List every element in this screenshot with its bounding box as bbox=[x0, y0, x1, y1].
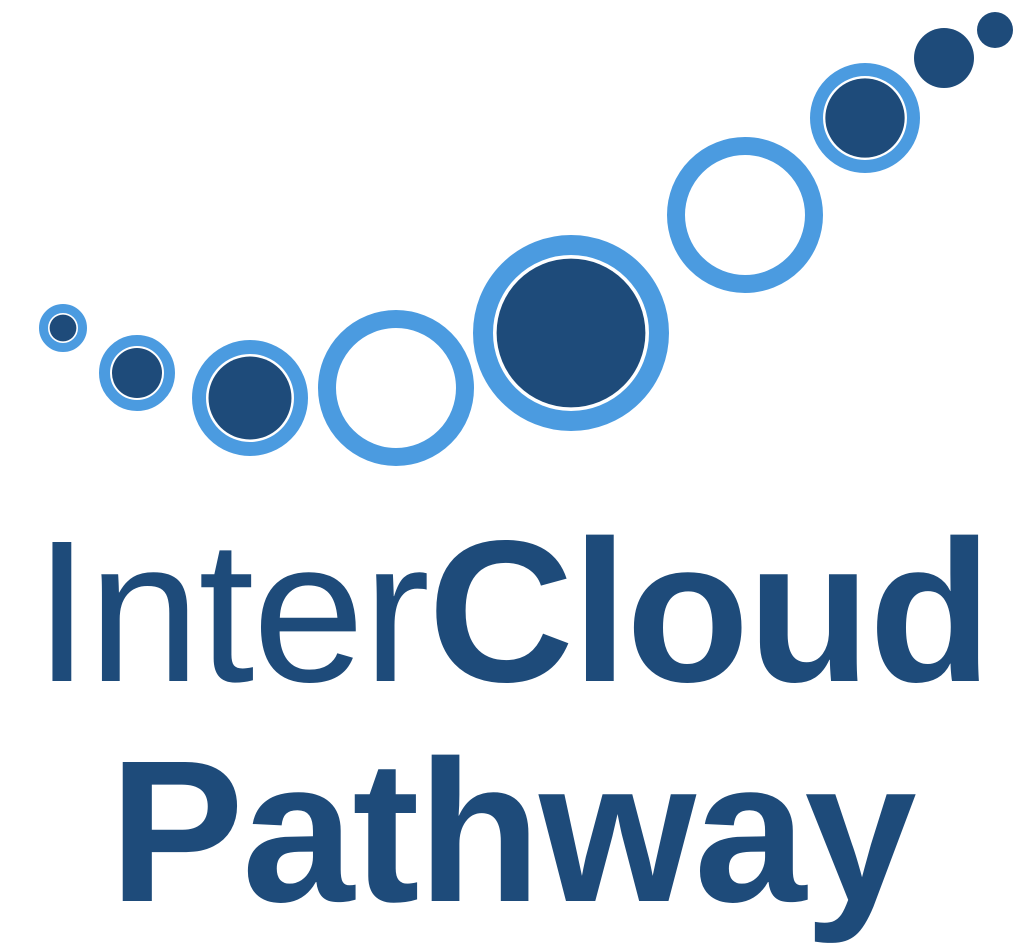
wordmark-inter: Inter bbox=[34, 498, 428, 724]
wordmark-line2: Pathway bbox=[0, 730, 1024, 932]
logo: InterCloud Pathway bbox=[0, 0, 1024, 921]
wordmark-line1: InterCloud bbox=[0, 510, 1024, 712]
wordmark-cloud: Cloud bbox=[428, 498, 990, 724]
logo-mark bbox=[0, 0, 1024, 480]
